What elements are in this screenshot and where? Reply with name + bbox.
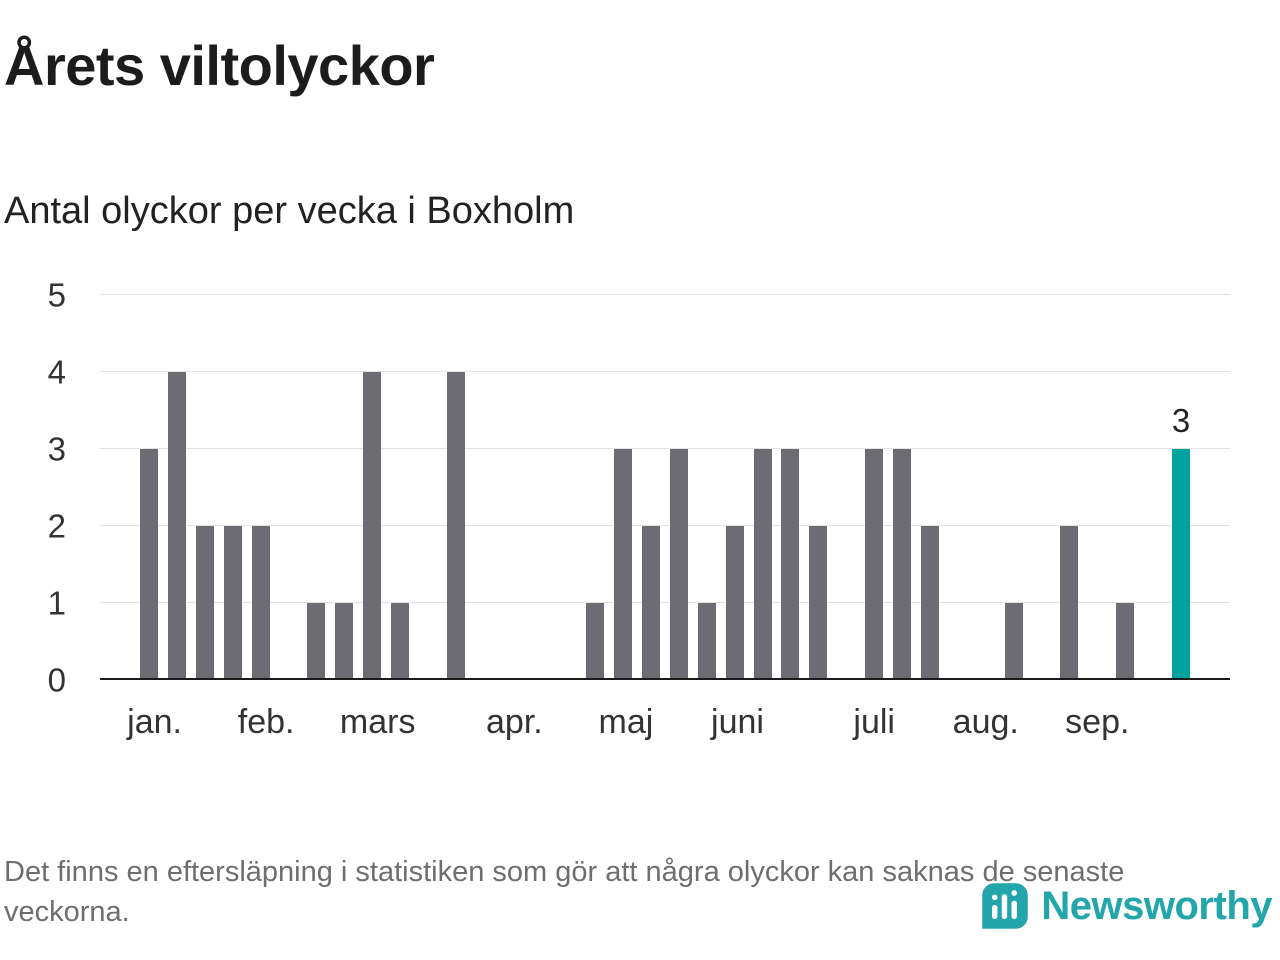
x-tick-label: mars bbox=[339, 703, 416, 741]
x-tick-label: maj bbox=[598, 703, 654, 741]
y-tick-label: 4 bbox=[47, 353, 66, 391]
x-tick-label: apr. bbox=[486, 703, 543, 741]
bar-current-week bbox=[1171, 449, 1190, 680]
newsworthy-logo-icon bbox=[982, 883, 1029, 929]
plot-area: 3 bbox=[100, 294, 1230, 680]
bar bbox=[586, 603, 605, 680]
page-title: Årets viltolyckor bbox=[4, 34, 435, 97]
bar bbox=[642, 526, 661, 680]
bar bbox=[167, 372, 186, 680]
weekly-accidents-chart: 0 1 2 3 4 5 3 jan. feb. mars apr. maj juni juli aug.… bbox=[0, 279, 1280, 755]
bar bbox=[725, 526, 744, 680]
bar bbox=[363, 372, 382, 680]
bar bbox=[753, 449, 772, 680]
y-tick-label: 3 bbox=[47, 430, 66, 468]
bar bbox=[251, 526, 270, 680]
bar bbox=[865, 449, 884, 680]
y-tick-label: 1 bbox=[47, 584, 66, 622]
bar bbox=[1060, 526, 1079, 680]
bar bbox=[809, 526, 828, 680]
chart-subtitle: Antal olyckor per vecka i Boxholm bbox=[4, 190, 575, 232]
newsworthy-logo-text: Newsworthy bbox=[1041, 883, 1272, 928]
bar bbox=[446, 372, 465, 680]
bar bbox=[391, 603, 410, 680]
bar bbox=[1116, 603, 1135, 680]
bar bbox=[223, 526, 242, 680]
bar bbox=[335, 603, 354, 680]
gridline bbox=[100, 602, 1230, 603]
x-tick-label: aug. bbox=[952, 703, 1019, 741]
y-axis: 0 1 2 3 4 5 bbox=[0, 279, 70, 697]
gridline bbox=[100, 371, 1230, 372]
gridline bbox=[100, 448, 1230, 449]
bar bbox=[195, 526, 214, 680]
x-axis-line bbox=[100, 678, 1230, 680]
x-tick-label: juli bbox=[853, 703, 895, 741]
newsworthy-logo: Newsworthy bbox=[979, 880, 1272, 932]
y-tick-label: 5 bbox=[47, 276, 66, 314]
bar bbox=[614, 449, 633, 680]
bar bbox=[669, 449, 688, 680]
y-tick-label: 0 bbox=[47, 661, 66, 699]
x-tick-label: jan. bbox=[127, 703, 182, 741]
bar bbox=[781, 449, 800, 680]
x-axis-labels: jan. feb. mars apr. maj juni juli aug. sep. bbox=[100, 703, 1230, 753]
gridline bbox=[100, 525, 1230, 526]
bar-value-label: 3 bbox=[1171, 402, 1191, 439]
x-tick-label: feb. bbox=[237, 703, 295, 741]
bar bbox=[893, 449, 912, 680]
bar bbox=[140, 449, 158, 680]
y-tick-label: 2 bbox=[47, 507, 66, 545]
bar bbox=[697, 603, 716, 680]
footnote: Det finns en eftersläpning i statistiken… bbox=[4, 856, 1125, 929]
bar bbox=[1004, 603, 1023, 680]
gridline bbox=[100, 294, 1230, 295]
bar bbox=[307, 603, 326, 680]
x-tick-label: juni bbox=[711, 703, 764, 741]
x-tick-label: sep. bbox=[1065, 703, 1130, 741]
bars bbox=[100, 295, 1230, 680]
bar bbox=[920, 526, 939, 680]
